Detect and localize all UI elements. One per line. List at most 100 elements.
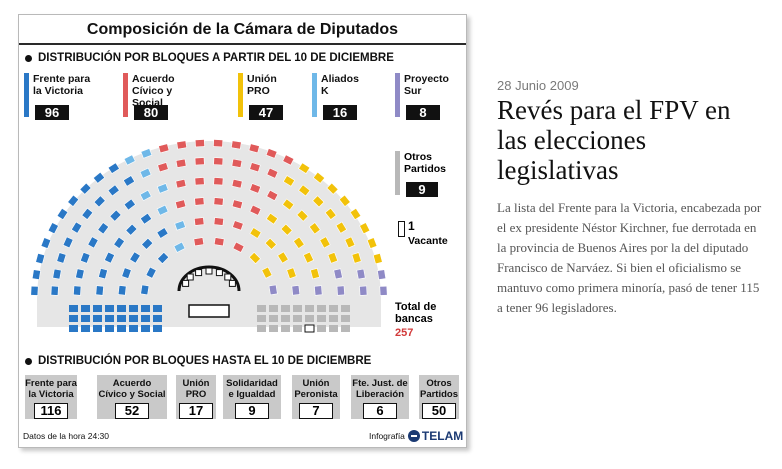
infographic-credit: Infografía TELAM <box>369 429 463 443</box>
seat <box>109 209 122 222</box>
before-seats: 7 <box>299 403 333 419</box>
seat <box>73 285 82 296</box>
seat <box>194 217 205 226</box>
section-before-label: DISTRIBUCIÓN POR BLOQUES HASTA EL 10 DE … <box>38 355 372 367</box>
seat <box>113 236 125 249</box>
seat <box>194 177 205 186</box>
legend-label: Otros Partidos <box>404 151 447 175</box>
seat <box>174 199 187 210</box>
seat <box>105 315 114 322</box>
seat <box>194 197 205 206</box>
seat <box>81 305 90 312</box>
seat <box>122 175 136 187</box>
before-acuerdo: Acuerdo Cívico y Social 52 <box>97 375 167 419</box>
before-label: Solidaridad e Igualdad <box>226 378 278 400</box>
bullet-icon <box>25 357 32 365</box>
before-seats: 6 <box>363 403 397 419</box>
seat <box>75 268 85 280</box>
seat <box>366 237 378 249</box>
seat <box>156 183 169 194</box>
seat <box>145 266 157 279</box>
legend-fpv: Frente para la Victoria 96 <box>24 73 94 121</box>
seat <box>336 285 345 296</box>
seat <box>194 157 205 166</box>
seat <box>269 325 278 332</box>
seat <box>105 325 114 332</box>
seat <box>123 154 136 166</box>
legend-aliados: Aliados K 16 <box>312 73 382 121</box>
seat <box>30 285 39 296</box>
presidency-arc <box>177 265 241 292</box>
seat <box>139 212 153 225</box>
legend-label: Unión PRO <box>247 73 277 97</box>
legend-seats: 16 <box>323 105 357 120</box>
seat <box>194 139 205 148</box>
seat <box>338 194 351 207</box>
seat <box>213 197 224 206</box>
seat <box>231 158 243 168</box>
hemicycle-floor <box>37 141 381 327</box>
legend-otros: Otros Partidos 9 <box>395 151 455 201</box>
seat <box>87 236 99 249</box>
before-label: Frente para la Victoria <box>25 378 77 400</box>
seat <box>291 285 301 296</box>
seat <box>379 285 388 296</box>
before-seats: 116 <box>34 403 68 419</box>
seat <box>176 140 188 150</box>
seat <box>139 167 152 179</box>
seat <box>257 315 266 322</box>
before-label: Otros Partidos <box>419 378 458 400</box>
legend-seats: 8 <box>406 105 440 120</box>
seat <box>158 143 170 154</box>
seat <box>351 252 362 264</box>
hemicycle-seat-map <box>30 139 388 333</box>
seat <box>248 251 261 265</box>
seat <box>56 252 67 264</box>
seat <box>377 269 387 280</box>
before-label: Fte. Just. de Liberación <box>352 378 408 400</box>
seat <box>249 227 262 239</box>
before-label: Unión Peronista <box>294 378 338 400</box>
seat <box>312 171 326 184</box>
article-title[interactable]: Revés para el FPV en las elecciones legi… <box>497 95 731 185</box>
seat <box>257 305 266 312</box>
seat <box>231 178 243 189</box>
before-label: Acuerdo Cívico y Social <box>98 378 166 400</box>
seat <box>52 268 62 280</box>
legend-color-bar <box>238 73 243 117</box>
presidency-seat <box>224 273 232 281</box>
seat <box>129 325 138 332</box>
seat <box>232 241 245 253</box>
seat <box>314 285 323 296</box>
seat <box>231 199 244 210</box>
seat <box>277 251 289 264</box>
seat <box>93 305 102 312</box>
seat <box>281 315 290 322</box>
before-otros: Otros Partidos 50 <box>419 375 459 419</box>
seat <box>230 140 242 150</box>
legend-seats: 96 <box>35 105 69 120</box>
seat <box>266 167 279 179</box>
seat <box>129 315 138 322</box>
seat <box>293 325 302 332</box>
seat <box>298 184 311 197</box>
seat <box>31 269 41 280</box>
legend-pro: Unión PRO 47 <box>238 73 308 121</box>
seat <box>156 227 169 239</box>
seat <box>93 325 102 332</box>
legend-label: Acuerdo Cívico y Social <box>132 73 175 109</box>
seat <box>35 252 46 265</box>
seat <box>335 221 348 234</box>
seat <box>69 325 78 332</box>
seat <box>153 305 162 312</box>
empty-seat-icon <box>398 221 405 237</box>
vacante-label: Vacante <box>408 235 448 247</box>
seat <box>317 305 326 312</box>
seat <box>105 305 114 312</box>
seat <box>141 305 150 312</box>
legend-color-bar <box>312 73 317 117</box>
seat <box>140 284 150 296</box>
presidency-seat <box>215 269 223 277</box>
seat <box>333 268 343 280</box>
seat <box>298 162 311 175</box>
